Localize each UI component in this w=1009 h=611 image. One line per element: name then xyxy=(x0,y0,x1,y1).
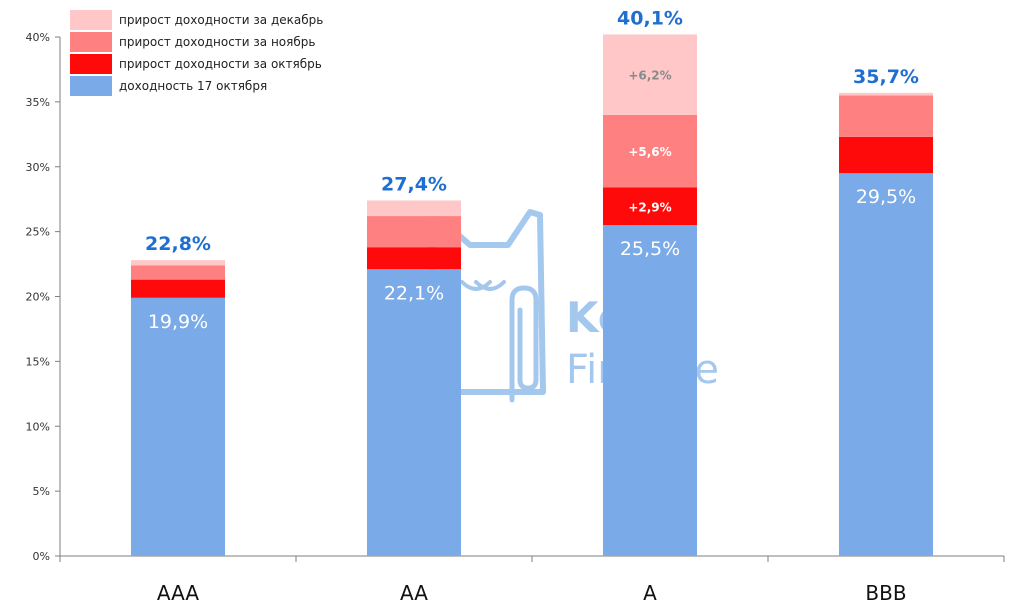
category-label: A xyxy=(643,581,657,605)
bar-segment xyxy=(367,247,461,270)
bar-segment xyxy=(839,92,933,96)
bar-segment xyxy=(131,265,225,280)
total-value-label: 22,8% xyxy=(145,233,211,255)
legend-swatch xyxy=(70,10,112,30)
y-tick-label: 30% xyxy=(26,161,50,174)
legend-swatch xyxy=(70,54,112,74)
bar-segment xyxy=(131,297,225,556)
total-value-label: 35,7% xyxy=(853,66,919,88)
legend-swatch xyxy=(70,76,112,96)
base-value-label: 22,1% xyxy=(384,282,444,304)
y-tick-label: 35% xyxy=(26,96,50,109)
segment-value-label: +2,9% xyxy=(628,200,671,214)
legend-label: прирост доходности за ноябрь xyxy=(119,35,315,49)
category-label: BBB xyxy=(865,581,906,605)
legend-label: доходность 17 октября xyxy=(119,79,267,93)
bar-segment xyxy=(603,187,697,226)
base-value-label: 19,9% xyxy=(148,311,208,333)
category-label: AA xyxy=(400,581,428,605)
total-value-label: 40,1% xyxy=(617,7,683,29)
bar-segment xyxy=(367,216,461,248)
paperclip-icon xyxy=(509,285,539,403)
bar-segment xyxy=(839,95,933,137)
bar-segment xyxy=(839,136,933,174)
y-tick-label: 5% xyxy=(33,485,50,498)
category-label: AAA xyxy=(157,581,199,605)
base-value-label: 25,5% xyxy=(620,238,680,260)
base-value-label: 29,5% xyxy=(856,186,916,208)
y-tick-label: 25% xyxy=(26,226,50,239)
bar-segment xyxy=(367,200,461,217)
y-tick-label: 20% xyxy=(26,291,50,304)
legend-swatch xyxy=(70,32,112,52)
bar-segment xyxy=(603,225,697,556)
total-value-label: 27,4% xyxy=(381,173,447,195)
y-tick-label: 15% xyxy=(26,355,50,368)
legend-label: прирост доходности за октябрь xyxy=(119,57,322,71)
segment-value-label: +5,6% xyxy=(628,145,671,159)
y-tick-label: 40% xyxy=(26,31,50,44)
bar-segment xyxy=(131,279,225,298)
bar-segment xyxy=(603,114,697,188)
cat-face-icon xyxy=(460,280,506,291)
y-tick-label: 0% xyxy=(33,550,50,563)
legend: прирост доходности за декабрь прирост дох… xyxy=(70,10,323,96)
y-tick-label: 10% xyxy=(26,420,50,433)
bar-segment xyxy=(839,173,933,557)
bar-segment xyxy=(131,260,225,266)
bar-segment xyxy=(603,34,697,115)
bar-segment xyxy=(367,269,461,556)
segment-value-label: +6,2% xyxy=(628,69,671,83)
legend-label: прирост доходности за декабрь xyxy=(119,13,323,27)
